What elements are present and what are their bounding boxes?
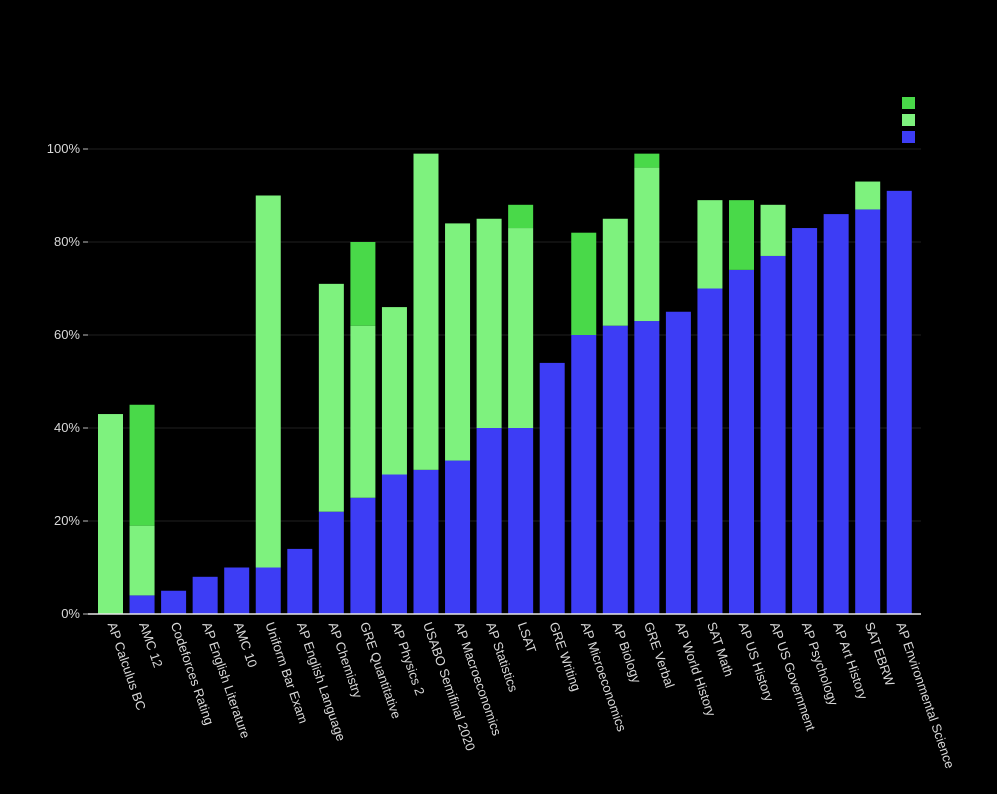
bar-segment-s2-c17 xyxy=(634,153,660,168)
bar-segment-s2-c13 xyxy=(508,204,534,229)
bar-segment-s2-c8 xyxy=(350,242,376,326)
bar-segment-s1-c0 xyxy=(98,414,123,614)
x-tick-label: GRE Writing xyxy=(546,620,584,693)
x-tick-label: AP Statistics xyxy=(483,620,521,694)
bar-segment-s1-c1 xyxy=(129,525,155,596)
bar-segment-s0-c15 xyxy=(571,335,597,614)
bar-segment-s0-c3 xyxy=(192,576,218,614)
bar-segment-s0-c19 xyxy=(697,288,723,614)
bar-segment-s2-c15 xyxy=(571,232,597,335)
bar-segment-s1-c19 xyxy=(697,200,723,289)
legend xyxy=(902,97,915,143)
legend-swatch xyxy=(902,131,915,143)
bar-segment-s0-c17 xyxy=(634,321,660,614)
y-tick-label: 60% xyxy=(54,327,80,342)
x-tick-label: LSAT xyxy=(515,620,539,655)
y-tick-label: 80% xyxy=(54,234,80,249)
x-tick-label: AP Environmental Science xyxy=(893,620,957,770)
legend-swatch xyxy=(902,97,915,109)
x-tick-label: SAT Math xyxy=(704,620,737,678)
bar-segment-s1-c13 xyxy=(508,228,534,428)
y-tick-label: 100% xyxy=(47,141,81,156)
bar-segment-s0-c14 xyxy=(539,362,565,614)
bar-segment-s1-c17 xyxy=(634,167,660,322)
bar-segment-s0-c9 xyxy=(381,474,407,614)
bar-segment-s1-c12 xyxy=(476,218,502,428)
bar-segment-s2-c1 xyxy=(129,404,155,526)
bar-segment-s1-c9 xyxy=(381,307,407,475)
bar-segment-s0-c12 xyxy=(476,428,502,614)
bar-segment-s1-c11 xyxy=(445,223,471,461)
bar-segment-s0-c8 xyxy=(350,497,376,614)
y-tick-label: 40% xyxy=(54,420,80,435)
x-tick-label: GRE Verbal xyxy=(641,620,678,690)
bar-segment-s1-c24 xyxy=(855,181,881,210)
legend-swatch xyxy=(902,114,915,126)
bar-segment-s1-c10 xyxy=(413,153,439,470)
bar-segment-s0-c23 xyxy=(823,214,849,614)
x-tick-label: SAT EBRW xyxy=(862,620,898,688)
bar-segment-s0-c7 xyxy=(318,511,344,614)
x-tick-label: AP Biology xyxy=(609,620,644,685)
bars-layer xyxy=(98,153,912,615)
bar-segment-s0-c21 xyxy=(760,255,786,614)
bar-segment-s0-c16 xyxy=(602,325,628,614)
y-tick-label: 0% xyxy=(61,606,80,621)
bar-segment-s2-c20 xyxy=(729,200,754,270)
x-tick-label: AMC 12 xyxy=(136,620,165,669)
bar-segment-s0-c22 xyxy=(792,228,818,615)
bar-segment-s0-c25 xyxy=(886,190,912,614)
bar-segment-s1-c8 xyxy=(350,325,376,498)
bar-segment-s0-c5 xyxy=(255,567,281,614)
bar-segment-s1-c21 xyxy=(760,204,786,256)
bar-segment-s0-c4 xyxy=(224,567,250,614)
bar-segment-s0-c13 xyxy=(508,428,534,614)
bar-segment-s0-c6 xyxy=(287,548,313,614)
bar-segment-s0-c18 xyxy=(665,311,691,614)
bar-segment-s1-c5 xyxy=(255,195,281,568)
bar-segment-s0-c1 xyxy=(129,595,155,614)
x-tick-label: AMC 10 xyxy=(231,620,260,669)
bar-segment-s0-c24 xyxy=(855,209,881,614)
bar-segment-s1-c7 xyxy=(318,283,344,512)
bar-segment-s0-c20 xyxy=(729,269,754,614)
bar-segment-s0-c10 xyxy=(413,469,439,614)
y-tick-label: 20% xyxy=(54,513,80,528)
bar-segment-s0-c2 xyxy=(161,590,187,614)
bar-segment-s0-c11 xyxy=(445,460,471,614)
bar-segment-s1-c16 xyxy=(602,218,628,326)
